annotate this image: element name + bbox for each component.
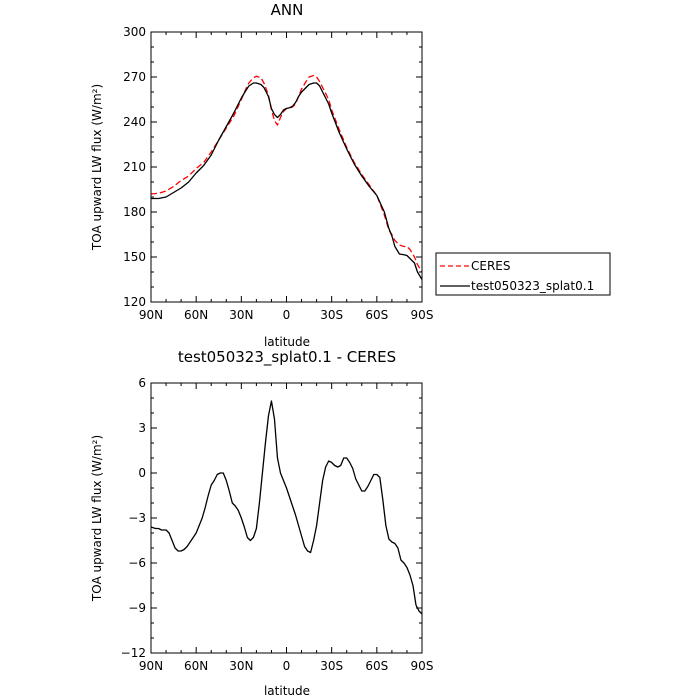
bottom-x-tick-label: 60S — [365, 659, 388, 673]
top-x-tick-label: 90N — [139, 308, 163, 322]
bottom-x-axis-label: latitude — [264, 684, 310, 698]
bottom-y-axis-label: TOA upward LW flux (W/m²) — [90, 435, 104, 602]
bottom-y-tick-label: −6 — [128, 556, 146, 570]
top-y-tick-label: 210 — [123, 160, 146, 174]
top-series-line-test050323-splat0-1 — [151, 82, 423, 280]
bottom-panel: test050323_splat0.1 - CERES latitude TOA… — [90, 348, 433, 698]
bottom-x-tick-label: 0 — [283, 659, 291, 673]
top-x-axis-label: latitude — [264, 335, 310, 349]
legend-label-ceres: CERES — [471, 259, 511, 273]
bottom-y-tick-label: −3 — [128, 511, 146, 525]
bottom-y-tick-label: 0 — [138, 466, 146, 480]
bottom-series-line-0 — [150, 400, 423, 615]
top-y-tick-label: 240 — [123, 115, 146, 129]
top-y-tick-label: 180 — [123, 205, 146, 219]
bottom-chart-title: test050323_splat0.1 - CERES — [178, 348, 396, 367]
top-x-tick-label: 60S — [365, 308, 388, 322]
bottom-y-tick-label: 3 — [138, 421, 146, 435]
top-y-tick-label: 270 — [123, 70, 146, 84]
top-x-tick-label: 90S — [411, 308, 434, 322]
bottom-plot-frame — [150, 382, 423, 654]
bottom-x-tick-label: 90N — [139, 659, 163, 673]
legend-box — [435, 252, 611, 296]
bottom-x-tick-label: 30N — [229, 659, 253, 673]
top-y-axis-label: TOA upward LW flux (W/m²) — [90, 84, 104, 251]
top-y-tick-label: 120 — [123, 295, 146, 309]
top-x-tick-label: 30N — [229, 308, 253, 322]
bottom-x-tick-label: 90S — [411, 659, 434, 673]
bottom-y-tick-label: −12 — [121, 646, 146, 660]
top-chart-title: ANN — [271, 1, 304, 19]
bottom-y-tick-label: −9 — [128, 601, 146, 615]
legend: CERES test050323_splat0.1 — [435, 252, 611, 296]
bottom-x-tick-label: 60N — [184, 659, 208, 673]
top-x-tick-label: 60N — [184, 308, 208, 322]
legend-label-model: test050323_splat0.1 — [471, 279, 594, 293]
top-panel: ANN latitude TOA upward LW flux (W/m²) 1… — [90, 1, 433, 349]
bottom-x-tick-label: 30S — [320, 659, 343, 673]
top-x-tick-label: 0 — [283, 308, 291, 322]
top-y-tick-label: 150 — [123, 250, 146, 264]
top-series-line-ceres — [150, 74, 423, 273]
top-x-tick-label: 30S — [320, 308, 343, 322]
bottom-y-tick-label: 6 — [138, 376, 146, 390]
top-plot-frame — [150, 31, 423, 303]
top-y-tick-label: 300 — [123, 25, 146, 39]
